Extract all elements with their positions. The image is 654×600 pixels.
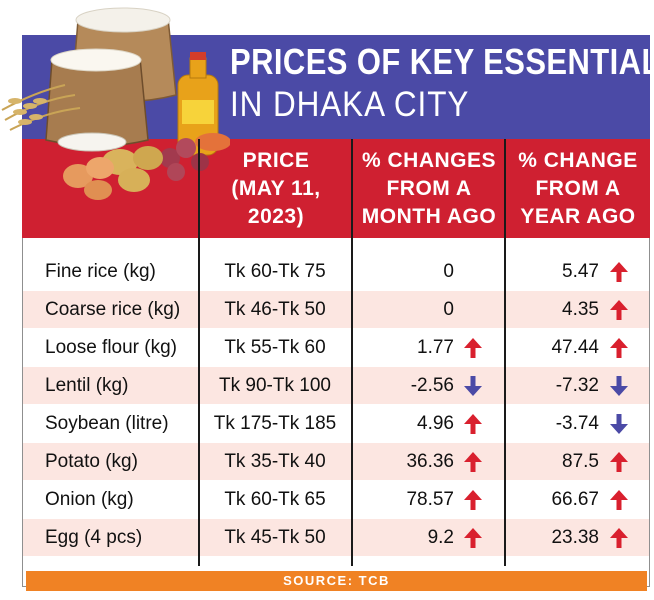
item-name: Onion (kg) [45,489,134,510]
item-name: Soybean (litre) [45,413,169,434]
column-divider [198,139,200,566]
source-bar: SOURCE: TCB [26,571,647,591]
table-row: Potato (kg) Tk 35-Tk 40 36.36 87.5 [23,443,649,480]
price-range: Tk 90-Tk 100 [219,375,331,396]
item-name: Lentil (kg) [45,375,129,396]
year-change-value: 87.5 [562,451,599,472]
column-divider [351,139,353,566]
arrow-up-icon [610,528,628,548]
item-name: Coarse rice (kg) [45,299,181,320]
month-change-value: 36.36 [406,451,454,472]
header-month-change: % CHANGES FROM A MONTH AGO [361,149,497,228]
item-name: Loose flour (kg) [45,337,178,358]
arrow-down-icon [464,376,482,396]
price-range: Tk 175-Tk 185 [213,413,337,434]
year-change-value: 4.35 [562,299,599,320]
arrow-up-icon [464,414,482,434]
title-main: PRICES OF KEY ESSENTIALS [230,41,654,82]
month-change-value: 78.57 [406,489,454,510]
arrow-up-icon [610,338,628,358]
item-name: Fine rice (kg) [45,261,156,282]
column-divider [504,139,506,566]
year-change-value: 23.38 [551,527,599,548]
price-range: Tk 60-Tk 65 [224,489,326,510]
year-change-value: 47.44 [551,337,599,358]
arrow-up-icon [464,338,482,358]
table-row: Onion (kg) Tk 60-Tk 65 78.57 66.67 [23,481,649,518]
price-range: Tk 55-Tk 60 [224,337,326,358]
price-range: Tk 35-Tk 40 [224,451,326,472]
arrow-up-icon [610,300,628,320]
title-sub: IN DHAKA CITY [230,85,470,124]
header-year-change: % CHANGE FROM A YEAR AGO [518,149,638,228]
price-range: Tk 60-Tk 75 [224,261,326,282]
arrow-up-icon [464,490,482,510]
arrow-up-icon [610,452,628,472]
item-name: Potato (kg) [45,451,138,472]
year-change-value: 5.47 [562,261,599,282]
arrow-up-icon [464,528,482,548]
arrow-up-icon [610,490,628,510]
year-change-value: -7.32 [555,375,599,396]
month-change-value: 9.2 [427,527,454,548]
arrow-down-icon [610,376,628,396]
table-row: Lentil (kg) Tk 90-Tk 100 -2.56 -7.32 [23,367,649,404]
table-row: Soybean (litre) Tk 175-Tk 185 4.96 -3.74 [23,405,649,442]
table-row: Fine rice (kg) Tk 60-Tk 75 0 5.47 [23,253,649,290]
month-change-value: 0 [443,299,454,320]
price-range: Tk 46-Tk 50 [224,299,326,320]
year-change-value: -3.74 [555,413,599,434]
grocery-illustration [1,7,230,200]
price-range: Tk 45-Tk 50 [224,527,326,548]
arrow-down-icon [610,414,628,434]
month-change-value: 4.96 [417,413,454,434]
year-change-value: 66.67 [551,489,599,510]
arrow-up-icon [464,452,482,472]
header-price: PRICE (MAY 11, 2023) [231,149,321,228]
item-name: Egg (4 pcs) [45,527,143,548]
month-change-value: 1.77 [417,337,454,358]
table-row: Egg (4 pcs) Tk 45-Tk 50 9.2 23.38 [23,519,649,556]
table-row: Coarse rice (kg) Tk 46-Tk 50 0 4.35 [23,291,649,328]
table-row: Loose flour (kg) Tk 55-Tk 60 1.77 47.44 [23,329,649,366]
month-change-value: -2.56 [410,375,454,396]
arrow-up-icon [610,262,628,282]
month-change-value: 0 [443,261,454,282]
